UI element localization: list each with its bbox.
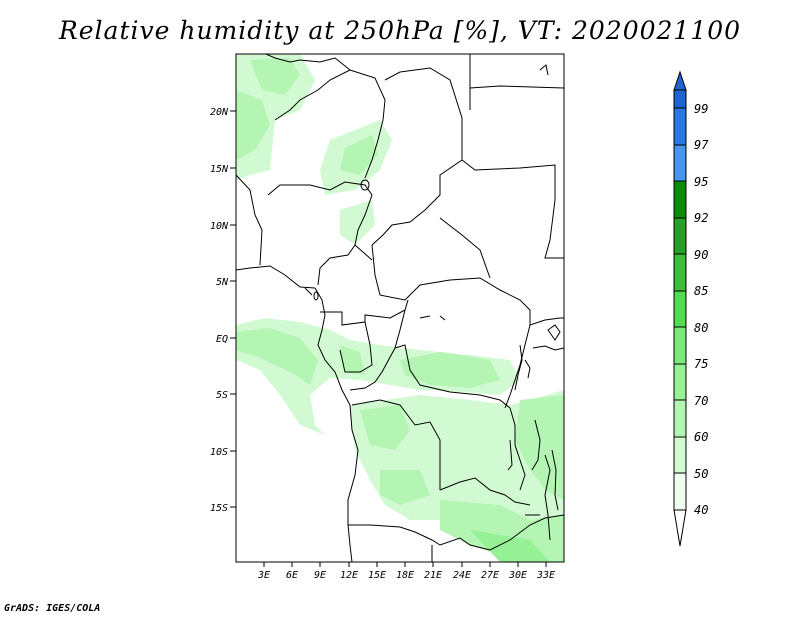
colorbar-swatch-75 — [673, 326, 687, 365]
lakes — [313, 64, 561, 516]
lon-label-33e: 33E — [536, 570, 555, 581]
colorbar-swatch-85 — [673, 253, 687, 292]
colorbar-label-97: 97 — [694, 138, 709, 152]
colorbar-label-99: 99 — [694, 102, 708, 116]
lat-label-10s: 10S — [210, 447, 228, 458]
colorbar-bottom-arrow — [673, 509, 687, 547]
lat-label-15n: 15N — [210, 164, 229, 175]
lon-label-12e: 12E — [340, 570, 358, 581]
longitude-axis — [263, 562, 547, 567]
lat-label-eq: EQ — [216, 334, 228, 345]
lon-label-30e: 30E — [508, 570, 527, 581]
lat-label-5n: 5N — [216, 277, 229, 288]
colorbar-label-60: 60 — [694, 430, 708, 444]
colorbar-label-80: 80 — [694, 321, 708, 335]
lat-label-5s: 5S — [216, 390, 228, 401]
colorbar-label-50: 50 — [694, 467, 708, 481]
lon-label-15e: 15E — [368, 570, 386, 581]
colorbar-label-90: 90 — [694, 248, 708, 262]
colorbar-swatch-60 — [673, 399, 687, 438]
colorbar-swatch-99 — [673, 89, 687, 109]
lon-label-9e: 9E — [314, 570, 326, 581]
colorbar-top-arrow — [673, 70, 687, 91]
humidity-shading — [236, 54, 564, 562]
colorbar-label-95: 95 — [694, 175, 708, 189]
colorbar-label-40: 40 — [694, 503, 708, 517]
lat-label-15s: 15S — [210, 503, 228, 514]
lon-label-3e: 3E — [257, 570, 270, 581]
grads-credit: GrADS: IGES/COLA — [4, 603, 101, 614]
map-frame — [235, 53, 565, 563]
colorbar-label-70: 70 — [694, 394, 708, 408]
colorbar-swatch-70 — [673, 363, 687, 401]
lon-label-24e: 24E — [453, 570, 471, 581]
colorbar-label-85: 85 — [694, 284, 708, 298]
colorbar-label-75: 75 — [694, 357, 708, 371]
colorbar — [673, 70, 687, 547]
lat-label-10n: 10N — [210, 221, 229, 232]
colorbar-swatch-80 — [673, 290, 687, 328]
country-borders — [236, 54, 564, 562]
chart-title: Relative humidity at 250hPa [%], VT: 202… — [58, 16, 742, 45]
colorbar-swatch-97 — [673, 107, 687, 146]
lat-label-20n: 20N — [210, 107, 229, 118]
lon-label-18e: 18E — [396, 570, 414, 581]
lon-label-21e: 21E — [424, 570, 442, 581]
colorbar-swatch-95 — [673, 144, 687, 182]
colorbar-swatch-92 — [673, 180, 687, 219]
lon-label-27e: 27E — [481, 570, 499, 581]
lon-label-6e: 6E — [286, 570, 298, 581]
colorbar-swatch-50 — [673, 436, 687, 474]
latitude-axis — [230, 110, 236, 508]
colorbar-swatch-40 — [673, 472, 687, 511]
colorbar-swatch-90 — [673, 217, 687, 255]
colorbar-label-92: 92 — [694, 211, 708, 225]
